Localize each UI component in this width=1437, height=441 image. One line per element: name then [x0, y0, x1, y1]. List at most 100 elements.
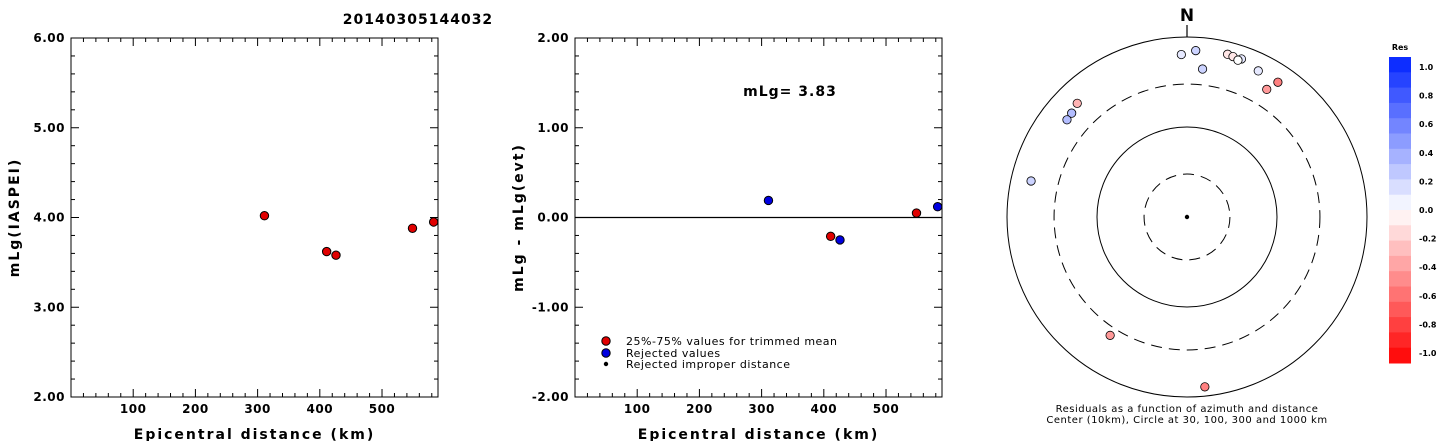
colorbar-tick-label: -0.8 [1419, 320, 1437, 329]
data-point [835, 235, 845, 245]
colorbar-segment [1389, 271, 1411, 287]
colorbar-tick-label: -0.6 [1419, 292, 1437, 301]
data-point [331, 250, 341, 260]
colorbar-segment [1389, 72, 1411, 89]
x-tick-label: 200 [182, 402, 209, 416]
station-residual-point [1062, 115, 1072, 125]
x-axis-label: Epicentral distance (km) [134, 427, 375, 441]
colorbar-tick-label: 1.0 [1419, 63, 1434, 72]
residual-vs-distance-plot: 100 200 300 400 500 -2.00 -1.00 0.00 1.00 2.00 Epi… [511, 31, 943, 441]
data-point [321, 246, 332, 257]
x-tick-label: 300 [748, 402, 775, 416]
data-point [259, 211, 270, 221]
colorbar-segment [1389, 194, 1411, 211]
station-residual-point [1072, 98, 1082, 108]
data-point [911, 208, 922, 218]
station-residual-point [1191, 46, 1201, 56]
data-point [407, 223, 418, 233]
colorbar-segment [1389, 317, 1411, 333]
mean-magnitude-annotation: mLg= 3.83 [743, 84, 837, 100]
data-point [763, 195, 774, 206]
station-residual-point [1253, 66, 1263, 76]
y-axis-label: mLg(IASPEI) [7, 158, 23, 278]
colorbar-segment [1389, 210, 1411, 226]
polar-caption-line: Center (10km), Circle at 30, 100, 300 an… [1046, 415, 1327, 426]
legend-marker [603, 361, 609, 367]
azimuth-residual-polar-plot: N Residuals as a function of azimuth and … [1006, 6, 1368, 426]
station-residual-point [1273, 77, 1283, 87]
polar-caption-line: Residuals as a function of azimuth and d… [1056, 404, 1319, 415]
station-residual-point [1105, 330, 1115, 340]
colorbar-segment [1389, 148, 1411, 165]
figure-title: 20140305144032 [343, 12, 493, 28]
y-tick-label: 4.00 [33, 211, 65, 225]
station-residual-point [1233, 55, 1243, 65]
north-label: N [1180, 6, 1194, 26]
colorbar-segment [1389, 133, 1411, 150]
station-residual-point [1197, 64, 1208, 74]
distance-ring-100km [1096, 126, 1278, 308]
colorbar-tick-label: 0.4 [1419, 149, 1434, 158]
x-tick-label: 100 [120, 402, 147, 416]
colorbar-segment [1389, 347, 1411, 364]
x-tick-label: 300 [244, 402, 271, 416]
x-tick-label: 400 [307, 402, 334, 416]
station-residual-point [1262, 84, 1272, 94]
plot-frame [70, 37, 439, 398]
colorbar-tick-label: 0.2 [1419, 177, 1433, 186]
y-tick-label: -2.00 [532, 390, 569, 404]
colorbar-tick-label: -1.0 [1419, 349, 1437, 358]
y-tick-label: -1.00 [532, 300, 569, 314]
station-residual-point [1067, 108, 1077, 118]
epicenter-marker [1184, 214, 1190, 220]
station-residual-point [1200, 382, 1210, 392]
residual-colorbar: Res 1.0 0.8 0.6 0.4 0.2 0.0 -0.2 -0.4 -0.6 -0.8 -1.… [1389, 43, 1437, 364]
legend-marker [601, 336, 611, 346]
colorbar-segment [1389, 332, 1411, 349]
x-axis-label: Epicentral distance (km) [638, 427, 879, 441]
legend-label: Rejected improper distance [626, 358, 791, 371]
colorbar-tick-label: -0.4 [1419, 263, 1437, 272]
data-point [932, 202, 943, 212]
y-axis-label: mLg - mLg(evt) [511, 143, 527, 292]
colorbar-title: Res [1392, 43, 1409, 52]
colorbar-segment [1389, 57, 1411, 73]
y-tick-label: 3.00 [33, 300, 65, 314]
legend-label: 25%-75% values for trimmed mean [626, 335, 838, 348]
colorbar-tick-label: 0.8 [1419, 92, 1434, 101]
colorbar-segment [1389, 286, 1411, 303]
colorbar-tick-label: 0.0 [1419, 206, 1434, 215]
y-tick-label: 2.00 [33, 390, 65, 404]
colorbar-segment [1389, 255, 1411, 272]
data-point [825, 231, 836, 242]
station-residual-point [1026, 176, 1036, 186]
y-tick-label: 5.00 [33, 121, 65, 135]
y-tick-label: 0.00 [537, 211, 569, 225]
x-tick-label: 500 [873, 402, 900, 416]
x-tick-label: 100 [624, 402, 651, 416]
colorbar-segment [1389, 164, 1411, 180]
x-tick-label: 200 [686, 402, 713, 416]
y-tick-label: 1.00 [537, 121, 569, 135]
colorbar-segment [1389, 87, 1411, 104]
distance-ring-30km [1143, 173, 1231, 261]
legend-label: Rejected values [626, 347, 721, 360]
colorbar-segment [1389, 179, 1411, 196]
x-tick-label: 400 [811, 402, 838, 416]
colorbar-tick-label: -0.2 [1419, 235, 1437, 244]
data-point [428, 217, 439, 227]
station-residual-point [1176, 49, 1186, 60]
colorbar-segment [1389, 225, 1411, 242]
magnitude-vs-distance-plot: 100 200 300 400 500 2.00 3.00 4.00 5.00 6.00 Epice… [7, 31, 439, 441]
x-tick-label: 500 [369, 402, 396, 416]
colorbar-segment [1389, 240, 1411, 257]
y-tick-label: 6.00 [33, 31, 65, 45]
colorbar-segment [1389, 118, 1411, 134]
colorbar-segment [1389, 301, 1411, 318]
distance-ring-300km [1053, 83, 1321, 351]
colorbar-segment [1389, 102, 1411, 119]
y-tick-label: 2.00 [537, 31, 569, 45]
colorbar-tick-label: 0.6 [1419, 120, 1434, 129]
legend-marker [601, 348, 611, 358]
